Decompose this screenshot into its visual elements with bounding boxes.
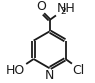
Text: HO: HO — [6, 64, 25, 77]
Text: O: O — [36, 0, 46, 13]
Text: N: N — [45, 69, 54, 82]
Text: Cl: Cl — [72, 64, 85, 77]
Text: NH: NH — [56, 2, 75, 15]
Text: 2: 2 — [60, 7, 66, 16]
